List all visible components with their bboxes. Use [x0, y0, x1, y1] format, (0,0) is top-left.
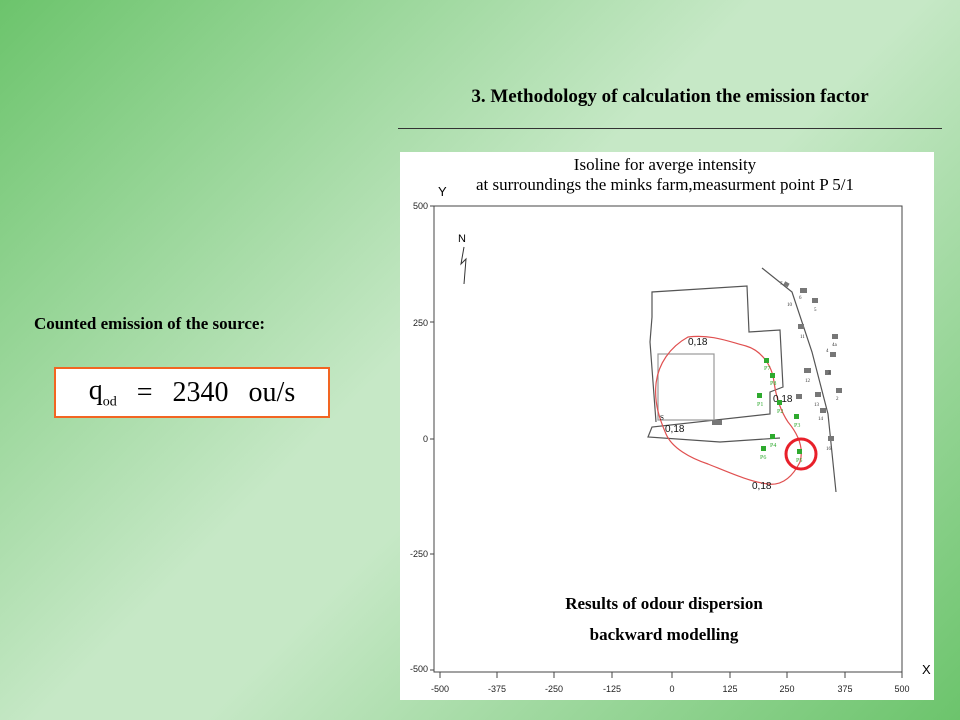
farm-outline [647, 285, 784, 443]
formula-subscript: od [102, 394, 117, 410]
building-number: 4 [826, 349, 829, 354]
y-tick-label: 250 [413, 318, 428, 328]
measurement-point-label: P6 [760, 455, 766, 461]
isoline-label: 0,18 [665, 424, 685, 435]
x-tick-label: 0 [669, 684, 674, 694]
x-tick-label: 500 [894, 684, 909, 694]
measurement-point-label: P8 [770, 381, 776, 387]
measurement-point-marker [770, 373, 775, 378]
dispersion-map-panel: Isoline for averge intensity at surround… [400, 152, 934, 700]
p5-highlight-circle [784, 437, 818, 471]
x-tick-label: -500 [431, 684, 449, 694]
building-number: 5 [814, 308, 817, 313]
isoline-label: 0,18 [752, 481, 772, 492]
measurement-point-marker [794, 414, 799, 419]
building-number: 13 [814, 403, 820, 408]
x-axis-label: X [922, 662, 931, 677]
building-number: 7 [780, 282, 783, 287]
measurement-point-marker [797, 449, 802, 454]
y-tick-label: -250 [410, 549, 428, 559]
north-label: N [458, 233, 466, 245]
building-number: 14 [818, 417, 824, 422]
source-marker: S [660, 414, 664, 422]
building-number: 2 [836, 397, 839, 402]
x-tick-label: -250 [545, 684, 563, 694]
caption-line2: backward modelling [590, 625, 739, 644]
isoline-label: 0,18 [688, 337, 708, 348]
y-tick-label: 0 [423, 434, 428, 444]
north-arrow-icon [460, 246, 467, 285]
map-title-line2: at surroundings the minks farm,measurmen… [476, 175, 854, 194]
x-tick-label: 375 [837, 684, 852, 694]
measurement-point-marker [777, 400, 782, 405]
x-tick-label: -125 [603, 684, 621, 694]
measurement-point-marker [770, 434, 775, 439]
building-number: 10 [787, 303, 793, 308]
formula-value: 2340 [172, 376, 229, 408]
map-title-line1: Isoline for averge intensity [574, 155, 757, 174]
measurement-point-label: P3 [794, 423, 800, 429]
x-tick-label: -375 [488, 684, 506, 694]
building-number: 11 [800, 335, 805, 340]
measurement-point-marker [757, 393, 762, 398]
measurement-point-marker [764, 358, 769, 363]
title-divider [398, 128, 942, 129]
measurement-point-label: P7 [764, 366, 770, 372]
emission-label: Counted emission of the source: [34, 314, 266, 333]
measurement-point-label: P1 [757, 402, 763, 408]
measurement-point-label: P5 [796, 458, 802, 464]
measurement-point-label: P4 [770, 443, 776, 449]
formula-unit: ou/s [248, 376, 296, 408]
formula-q: qod [88, 374, 117, 410]
farm-buildings [712, 281, 842, 441]
x-tick-label: 250 [779, 684, 794, 694]
caption-line1: Results of odour dispersion [565, 594, 763, 613]
building-number: 16 [826, 447, 832, 452]
building-number: 4a [832, 343, 838, 348]
emission-formula-box: qod = 2340 ou/s [54, 367, 330, 418]
y-tick-label: 500 [413, 201, 428, 211]
y-tick-label: -500 [410, 664, 428, 674]
building-number: 12 [805, 379, 811, 384]
measurement-point-marker [761, 446, 766, 451]
measurement-point-label: P2 [777, 409, 783, 415]
x-tick-label: 125 [722, 684, 737, 694]
slide-title: 3. Methodology of calculation the emissi… [471, 86, 869, 107]
dispersion-map: Isoline for averge intensity at surround… [410, 155, 931, 694]
building-number: 3 [828, 371, 831, 376]
building-number: 6 [799, 296, 802, 301]
formula-equals: = [136, 376, 153, 408]
y-axis-label: Y [438, 184, 447, 199]
isoline-label: 0,18 [773, 394, 793, 405]
